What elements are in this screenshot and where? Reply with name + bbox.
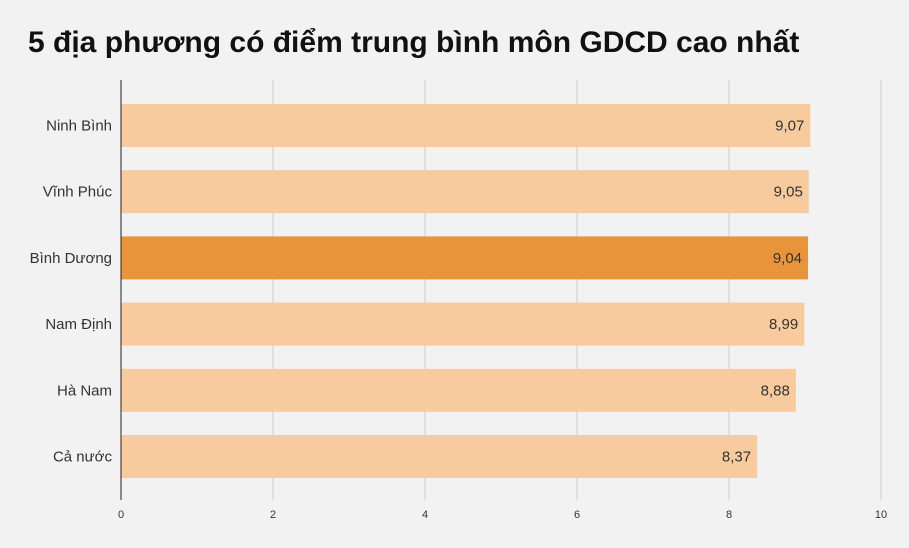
category-label: Ninh Bình xyxy=(46,118,112,135)
bar xyxy=(121,302,805,346)
bar xyxy=(121,104,811,147)
x-tick-label: 6 xyxy=(574,509,580,521)
category-label: Cả nước xyxy=(53,449,113,466)
bar xyxy=(121,236,809,280)
bar xyxy=(121,368,796,412)
category-label: Nam Định xyxy=(45,316,112,333)
x-tick-label: 0 xyxy=(118,509,124,521)
data-label: 8,99 xyxy=(769,316,798,333)
chart-title: 5 địa phương có điểm trung bình môn GDCD… xyxy=(28,26,800,59)
category-label: Hà Nam xyxy=(57,382,112,399)
x-tick-label: 10 xyxy=(875,509,887,521)
category-label: Bình Dương xyxy=(30,250,112,267)
x-tick-label: 4 xyxy=(422,509,428,521)
x-tick-label: 2 xyxy=(270,509,276,521)
x-tick-label: 8 xyxy=(726,509,732,521)
data-label: 8,37 xyxy=(722,449,751,466)
bar xyxy=(121,170,809,214)
bar xyxy=(121,435,758,478)
data-label: 9,07 xyxy=(775,118,804,135)
data-label: 8,88 xyxy=(761,382,790,399)
data-label: 9,05 xyxy=(774,184,803,201)
data-label: 9,04 xyxy=(773,250,802,267)
category-label: Vĩnh Phúc xyxy=(43,184,113,201)
